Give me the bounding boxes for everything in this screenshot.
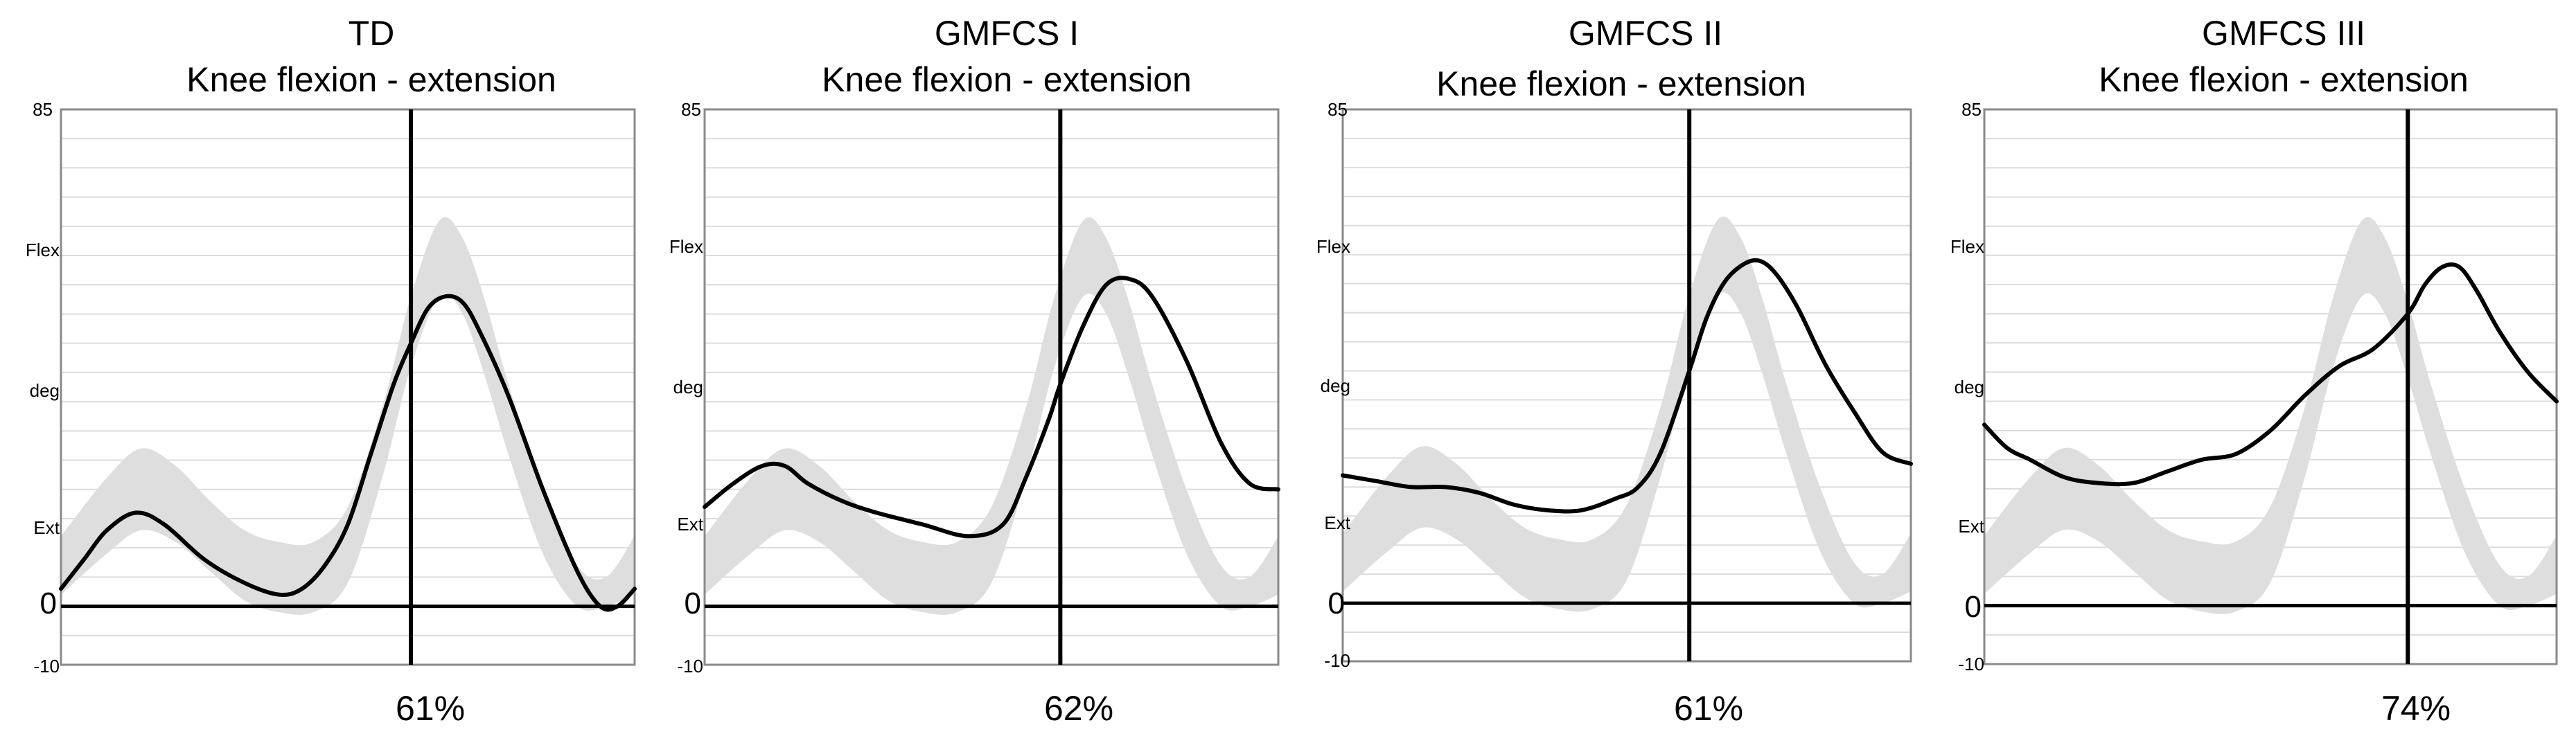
- normative-band: [1343, 216, 1911, 612]
- chart-panel: GMFCS I Knee flexion - extension 85 Flex…: [669, 14, 1192, 728]
- chart-title: GMFCS II: [1569, 14, 1722, 53]
- y-tick-label-ext: Ext: [677, 514, 703, 535]
- chart-subtitle: Knee flexion - extension: [186, 60, 556, 99]
- y-tick-label-zero: 0: [685, 587, 701, 620]
- chart-title: TD: [349, 14, 395, 53]
- y-tick-label-minus-10: -10: [1324, 650, 1350, 671]
- y-tick-label-deg: deg: [30, 380, 60, 401]
- y-tick-label-zero: 0: [40, 587, 57, 620]
- plot-frame: [1983, 108, 2558, 665]
- y-tick-label-minus-10: -10: [33, 656, 60, 677]
- normative-band: [705, 217, 1278, 615]
- y-tick-label-deg: deg: [1321, 375, 1350, 396]
- y-tick-label-85: 85: [33, 99, 53, 120]
- y-tick-label-85: 85: [681, 99, 701, 120]
- plot-frame: [703, 108, 1280, 666]
- chart-subtitle: Knee flexion - extension: [1436, 64, 1806, 103]
- event-marker-label: 61%: [396, 689, 465, 728]
- y-tick-label-deg: deg: [1955, 377, 1984, 397]
- event-marker-label: 74%: [2381, 689, 2451, 728]
- chart-subtitle: Knee flexion - extension: [2099, 60, 2469, 99]
- chart-panel: GMFCS III Knee flexion - extension 85 Fl…: [1950, 14, 2469, 728]
- y-tick-label-flex: Flex: [1316, 236, 1350, 257]
- chart-title: GMFCS I: [935, 14, 1079, 53]
- y-tick-label-zero: 0: [1965, 590, 1982, 624]
- y-tick-label-85: 85: [1961, 99, 1982, 120]
- chart-panel: GMFCS II Knee flexion - extension 85 Fle…: [1316, 14, 1806, 728]
- y-tick-label-flex: Flex: [669, 236, 703, 257]
- series-line: [59, 294, 637, 612]
- plot-area: [1341, 108, 1913, 663]
- plot-area: [1982, 108, 2559, 665]
- plot-frame: [1341, 108, 1912, 663]
- y-tick-label-zero: 0: [1328, 587, 1345, 620]
- chart-subtitle: Knee flexion - extension: [822, 60, 1192, 99]
- event-marker-label: 61%: [1674, 689, 1743, 728]
- y-tick-label-ext: Ext: [1324, 512, 1350, 533]
- y-tick-label-minus-10: -10: [1958, 654, 1984, 674]
- event-marker-label: 62%: [1044, 689, 1113, 728]
- y-tick-label-ext: Ext: [1958, 516, 1984, 537]
- y-tick-label-deg: deg: [673, 377, 703, 397]
- normative-band: [61, 217, 635, 615]
- series-line: [1341, 258, 1913, 514]
- plot-area: [59, 108, 637, 666]
- normative-band: [1984, 217, 2557, 614]
- y-tick-label-ext: Ext: [33, 517, 60, 538]
- series-line: [1982, 262, 2559, 487]
- series-line: [703, 276, 1280, 539]
- y-tick-label-85: 85: [1327, 99, 1348, 120]
- y-tick-label-flex: Flex: [1950, 236, 1984, 257]
- chart-panel: TD Knee flexion - extension 85 Flex deg …: [26, 14, 556, 728]
- chart-title: GMFCS III: [2202, 14, 2365, 53]
- plot-frame: [60, 108, 636, 666]
- y-tick-label-flex: Flex: [26, 240, 60, 260]
- y-tick-label-minus-10: -10: [677, 656, 703, 677]
- plot-area: [703, 108, 1280, 666]
